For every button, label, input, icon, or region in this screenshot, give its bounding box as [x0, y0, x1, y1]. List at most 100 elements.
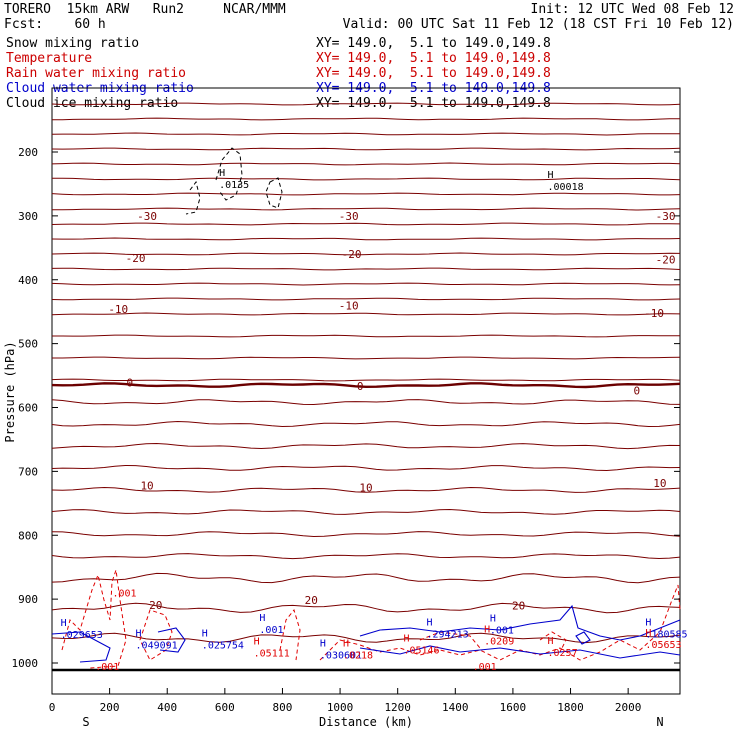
rain-contour-label: .001 — [112, 589, 136, 600]
isotherm-label: -10 — [339, 299, 359, 312]
isotherm-line — [51, 442, 681, 450]
rain-contour — [419, 631, 481, 649]
isotherm-label: 20 — [149, 599, 162, 612]
isotherm-label: -20 — [656, 253, 676, 266]
rain-max-value: .05653 — [645, 640, 681, 651]
rain-max-marker: H — [645, 628, 651, 639]
snow-max-marker: H — [219, 168, 225, 179]
cloud-water-max-value: .001 — [490, 626, 514, 637]
cloud-water-max-marker: H — [136, 628, 142, 639]
x-tick-label: 1400 — [442, 701, 469, 714]
isotherm-label: 0 — [126, 377, 133, 390]
cloud-water-max-marker: H — [320, 639, 326, 650]
y-tick-label: 300 — [18, 210, 38, 223]
rain-contour — [279, 608, 301, 661]
x-tick-label: 1800 — [557, 701, 584, 714]
isotherm-label: -30 — [656, 210, 676, 223]
rain-max-marker: H — [547, 636, 553, 647]
y-tick-label: 700 — [18, 465, 38, 478]
rain-max-value: .0218 — [343, 651, 373, 662]
y-tick-label: 900 — [18, 593, 38, 606]
isotherm-line — [51, 297, 681, 301]
isotherm-line — [51, 572, 681, 584]
isotherm-label: 20 — [305, 594, 318, 607]
isotherm-line — [51, 222, 681, 226]
isotherm-label: -30 — [137, 210, 157, 223]
x-axis-title: Distance (km) — [319, 715, 413, 729]
cloud-water-contour — [359, 645, 681, 659]
y-axis-title: Pressure (hPa) — [3, 341, 17, 442]
legend-snow-xy: XY= 149.0, 5.1 to 149.0,149.8 — [316, 36, 551, 51]
rain-max-marker: H — [484, 625, 490, 636]
rain-max-value: .05146 — [403, 646, 439, 657]
cloud-water-max-value: .001 — [259, 625, 283, 636]
rain-contour — [539, 631, 567, 653]
rain-max-marker: H — [343, 639, 349, 650]
legend-temperature-xy: XY= 149.0, 5.1 to 149.0,149.8 — [316, 51, 551, 66]
snow-max-value: .00018 — [547, 182, 583, 193]
isotherm-label: -30 — [339, 210, 359, 223]
legend-temperature-label: Temperature — [6, 51, 93, 66]
isotherm-line — [51, 267, 681, 271]
isotherm-line — [52, 334, 681, 338]
isotherm-line — [51, 632, 681, 644]
isotherm-label: -10 — [108, 303, 128, 316]
isotherm-line — [51, 192, 681, 196]
cloud-water-max-value: .025754 — [202, 640, 244, 651]
isotherm-label: -10 — [644, 307, 664, 320]
legend-rain-xy: XY= 149.0, 5.1 to 149.0,149.8 — [316, 66, 551, 81]
cloud-water-contour — [575, 631, 591, 645]
cloud-water-max-value: .030601 — [320, 651, 362, 662]
isotherm-label: -20 — [126, 252, 146, 265]
valid-time: Valid: 00 UTC Sat 11 Feb 12 (18 CST Fri … — [342, 17, 734, 32]
isotherm-line — [51, 602, 681, 614]
isotherm-line — [51, 378, 681, 382]
cloud-water-max-value: .049091 — [136, 640, 178, 651]
init-time: Init: 12 UTC Wed 08 Feb 12 — [530, 2, 735, 17]
rain-contour — [61, 569, 127, 669]
snow-contour — [215, 147, 243, 201]
x-tick-label: 1200 — [384, 701, 411, 714]
x-tick-label: 600 — [215, 701, 235, 714]
rain-max-marker: H — [254, 637, 260, 648]
legend-cloudice-label: Cloud ice mixing ratio — [6, 96, 179, 111]
rain-contour-label: .001 — [473, 662, 497, 673]
snow-max-value: .0135 — [219, 180, 249, 191]
y-tick-label: 400 — [18, 274, 38, 287]
cloud-water-max-marker: H — [490, 614, 496, 625]
cloud-water-max-marker: H — [202, 628, 208, 639]
cloud-water-max-marker: H — [426, 618, 432, 629]
y-tick-label: 800 — [18, 529, 38, 542]
plot-border — [51, 87, 681, 695]
isotherm-line — [51, 147, 681, 151]
snow-contour — [185, 180, 201, 215]
cloud-water-max-marker: H — [645, 618, 651, 629]
isotherm-label: 20 — [512, 600, 525, 613]
isotherm-line — [51, 553, 681, 560]
legend-snow-label: Snow mixing ratio — [6, 36, 140, 51]
cloud-water-max-value: .029653 — [61, 630, 103, 641]
forecast-hour: Fcst: 60 h — [4, 17, 106, 32]
isotherm-line — [51, 312, 681, 316]
isotherm-line — [52, 207, 681, 211]
isotherm-label: 10 — [359, 481, 372, 494]
rain-contour-label: .001 — [95, 662, 119, 673]
isotherm-line — [51, 102, 681, 106]
rain-max-value: .0257 — [547, 648, 577, 659]
isotherm-line — [52, 356, 681, 360]
isotherm-line — [51, 132, 680, 136]
isotherm-label: 0 — [357, 380, 364, 393]
isotherm-label: 10 — [653, 477, 666, 490]
model-title: TORERO 15km ARW Run2 NCAR/MMM — [4, 2, 286, 17]
isotherm-line — [51, 486, 681, 493]
rain-contour — [139, 609, 173, 661]
x-tick-label: 2000 — [615, 701, 642, 714]
isotherm-label: 0 — [633, 384, 640, 397]
y-tick-label: 1000 — [12, 657, 39, 670]
isotherm-line — [51, 282, 681, 286]
rain-max-value: .05111 — [254, 649, 290, 660]
isotherm-line — [51, 531, 681, 538]
x-tick-label: 200 — [100, 701, 120, 714]
legend-rain-label: Rain water mixing ratio — [6, 66, 187, 81]
